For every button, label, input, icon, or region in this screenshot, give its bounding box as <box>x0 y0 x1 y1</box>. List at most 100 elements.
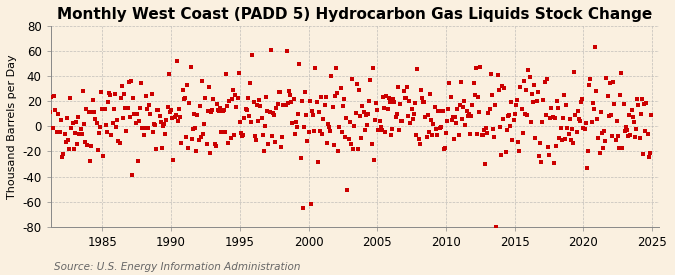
Point <box>144 103 155 107</box>
Point <box>98 154 109 158</box>
Point <box>217 109 228 113</box>
Point <box>521 87 532 92</box>
Point <box>556 138 567 142</box>
Point <box>502 128 512 132</box>
Point <box>158 123 169 128</box>
Point <box>394 127 404 132</box>
Point <box>545 115 556 120</box>
Point <box>232 95 243 100</box>
Point <box>430 127 441 131</box>
Point <box>498 117 509 121</box>
Point <box>183 146 194 150</box>
Point <box>296 98 307 103</box>
Point <box>103 100 113 105</box>
Point <box>614 145 624 150</box>
Point <box>104 91 115 95</box>
Point <box>513 139 524 144</box>
Point <box>602 94 613 98</box>
Point <box>502 114 513 118</box>
Point <box>390 115 401 119</box>
Point <box>203 84 214 89</box>
Point <box>608 80 619 84</box>
Point <box>145 112 156 116</box>
Point <box>365 78 376 83</box>
Point <box>153 108 164 112</box>
Point <box>286 99 297 104</box>
Point <box>476 132 487 137</box>
Point <box>341 116 352 120</box>
Point <box>481 126 491 130</box>
Point <box>180 135 191 139</box>
Point <box>68 147 79 151</box>
Point <box>163 72 174 76</box>
Point <box>638 152 649 156</box>
Point <box>408 117 418 122</box>
Point <box>303 130 314 135</box>
Point <box>94 130 105 135</box>
Point <box>301 113 312 117</box>
Point <box>392 85 403 90</box>
Point <box>138 132 149 137</box>
Point <box>516 107 527 111</box>
Point <box>105 93 115 97</box>
Point <box>224 99 235 104</box>
Point <box>86 144 97 148</box>
Point <box>311 100 322 104</box>
Point <box>434 109 445 113</box>
Point <box>620 125 631 130</box>
Point <box>510 111 520 116</box>
Point <box>512 98 522 102</box>
Point <box>88 97 99 102</box>
Point <box>59 131 70 136</box>
Point <box>256 116 267 120</box>
Point <box>229 133 240 137</box>
Point <box>477 133 488 138</box>
Point <box>140 94 151 98</box>
Point <box>288 97 299 101</box>
Point <box>610 138 621 142</box>
Point <box>540 112 551 117</box>
Point <box>82 143 93 147</box>
Point <box>382 107 393 112</box>
Point <box>219 108 230 112</box>
Point <box>86 110 97 114</box>
Point <box>152 108 163 112</box>
Point <box>290 131 300 136</box>
Point <box>441 119 452 123</box>
Point <box>403 114 414 118</box>
Point <box>277 135 288 140</box>
Point <box>246 120 256 125</box>
Point <box>316 95 327 99</box>
Point <box>280 103 291 107</box>
Point <box>474 110 485 114</box>
Point <box>315 129 325 133</box>
Point <box>423 112 433 117</box>
Point <box>215 106 225 111</box>
Point <box>453 133 464 137</box>
Point <box>490 103 501 107</box>
Point <box>416 96 427 101</box>
Point <box>425 92 435 97</box>
Point <box>479 128 489 132</box>
Point <box>135 106 146 111</box>
Point <box>443 107 454 111</box>
Point <box>554 135 565 140</box>
Point <box>460 123 471 128</box>
Point <box>52 112 63 117</box>
Point <box>50 108 61 112</box>
Point <box>450 114 460 119</box>
Point <box>524 75 535 79</box>
Point <box>328 142 339 147</box>
Point <box>483 111 494 115</box>
Point <box>587 101 598 105</box>
Point <box>202 109 213 113</box>
Y-axis label: Thousand Barrels per Day: Thousand Barrels per Day <box>7 54 17 199</box>
Point <box>469 92 480 97</box>
Point <box>616 71 626 75</box>
Point <box>437 109 448 113</box>
Point <box>499 86 510 90</box>
Point <box>273 90 284 94</box>
Point <box>615 93 626 98</box>
Point <box>248 100 259 104</box>
Point <box>379 106 389 111</box>
